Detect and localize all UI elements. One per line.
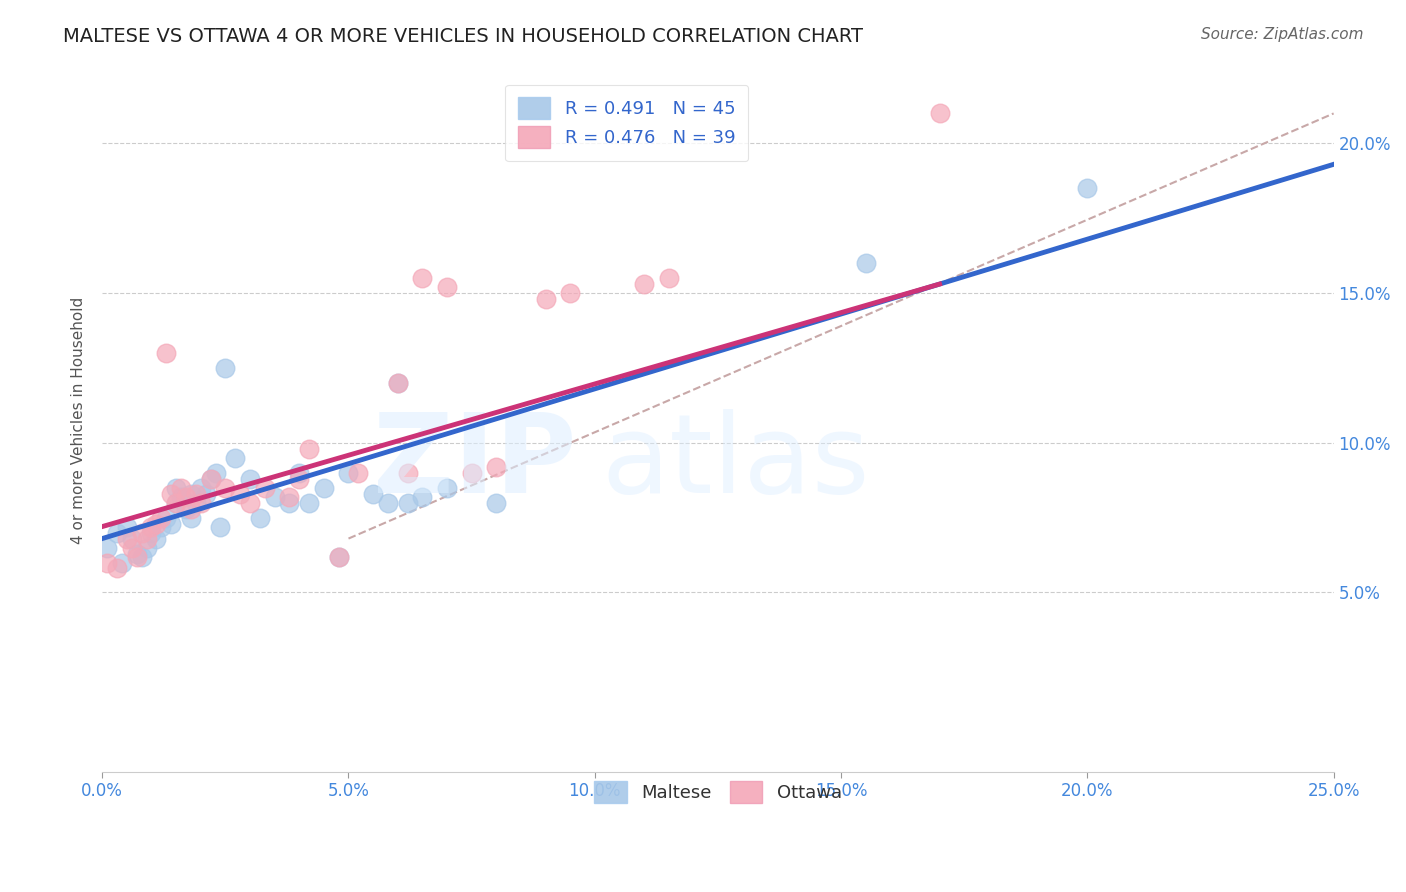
Point bbox=[184, 486, 207, 500]
Point bbox=[165, 495, 187, 509]
Point bbox=[131, 525, 153, 540]
Point bbox=[298, 495, 321, 509]
Point bbox=[115, 532, 138, 546]
Point bbox=[150, 510, 173, 524]
Point bbox=[229, 486, 252, 500]
Point bbox=[155, 510, 177, 524]
Point bbox=[658, 271, 681, 285]
Point bbox=[387, 376, 409, 390]
Point bbox=[460, 466, 482, 480]
Point bbox=[121, 532, 143, 546]
Point bbox=[170, 481, 193, 495]
Point bbox=[105, 561, 128, 575]
Point bbox=[150, 519, 173, 533]
Point bbox=[174, 490, 197, 504]
Point bbox=[560, 286, 582, 301]
Point bbox=[204, 466, 226, 480]
Point bbox=[485, 495, 508, 509]
Point bbox=[1076, 181, 1098, 195]
Text: ZIP: ZIP bbox=[373, 409, 576, 516]
Legend: Maltese, Ottawa: Maltese, Ottawa bbox=[582, 769, 855, 816]
Point bbox=[224, 450, 246, 465]
Point bbox=[396, 495, 419, 509]
Point bbox=[180, 501, 202, 516]
Point bbox=[928, 106, 950, 120]
Point bbox=[184, 495, 207, 509]
Point bbox=[633, 277, 655, 291]
Text: MALTESE VS OTTAWA 4 OR MORE VEHICLES IN HOUSEHOLD CORRELATION CHART: MALTESE VS OTTAWA 4 OR MORE VEHICLES IN … bbox=[63, 27, 863, 45]
Point bbox=[145, 516, 167, 531]
Point bbox=[155, 346, 177, 360]
Point bbox=[200, 472, 222, 486]
Point bbox=[170, 490, 193, 504]
Point bbox=[160, 486, 183, 500]
Point bbox=[337, 466, 360, 480]
Point bbox=[180, 510, 202, 524]
Point bbox=[125, 549, 148, 564]
Point bbox=[160, 516, 183, 531]
Point bbox=[165, 495, 187, 509]
Point bbox=[396, 466, 419, 480]
Point bbox=[96, 556, 118, 570]
Point bbox=[263, 490, 285, 504]
Point bbox=[115, 519, 138, 533]
Point bbox=[121, 541, 143, 555]
Point bbox=[534, 292, 557, 306]
Point bbox=[278, 490, 301, 504]
Point bbox=[312, 481, 335, 495]
Point bbox=[411, 490, 433, 504]
Point bbox=[361, 486, 384, 500]
Point bbox=[411, 271, 433, 285]
Point bbox=[141, 525, 163, 540]
Point bbox=[180, 486, 202, 500]
Text: Source: ZipAtlas.com: Source: ZipAtlas.com bbox=[1201, 27, 1364, 42]
Point bbox=[377, 495, 399, 509]
Point bbox=[96, 541, 118, 555]
Point bbox=[288, 472, 311, 486]
Point bbox=[165, 481, 187, 495]
Point bbox=[288, 466, 311, 480]
Point bbox=[145, 532, 167, 546]
Point bbox=[111, 556, 134, 570]
Point bbox=[125, 547, 148, 561]
Point bbox=[190, 481, 212, 495]
Point bbox=[253, 481, 276, 495]
Point bbox=[239, 495, 262, 509]
Point bbox=[436, 280, 458, 294]
Point bbox=[200, 472, 222, 486]
Point bbox=[141, 519, 163, 533]
Point bbox=[278, 495, 301, 509]
Point bbox=[214, 360, 236, 375]
Point bbox=[214, 481, 236, 495]
Point bbox=[855, 256, 877, 270]
Point bbox=[194, 486, 217, 500]
Point bbox=[387, 376, 409, 390]
Point bbox=[209, 519, 232, 533]
Y-axis label: 4 or more Vehicles in Household: 4 or more Vehicles in Household bbox=[72, 297, 86, 544]
Point bbox=[328, 549, 350, 564]
Text: atlas: atlas bbox=[600, 409, 869, 516]
Point bbox=[105, 525, 128, 540]
Point bbox=[249, 510, 271, 524]
Point bbox=[131, 549, 153, 564]
Point bbox=[485, 459, 508, 474]
Point bbox=[239, 472, 262, 486]
Point bbox=[135, 532, 157, 546]
Point bbox=[174, 501, 197, 516]
Point bbox=[135, 541, 157, 555]
Point bbox=[190, 495, 212, 509]
Point bbox=[347, 466, 370, 480]
Point bbox=[436, 481, 458, 495]
Point bbox=[328, 549, 350, 564]
Point bbox=[298, 442, 321, 456]
